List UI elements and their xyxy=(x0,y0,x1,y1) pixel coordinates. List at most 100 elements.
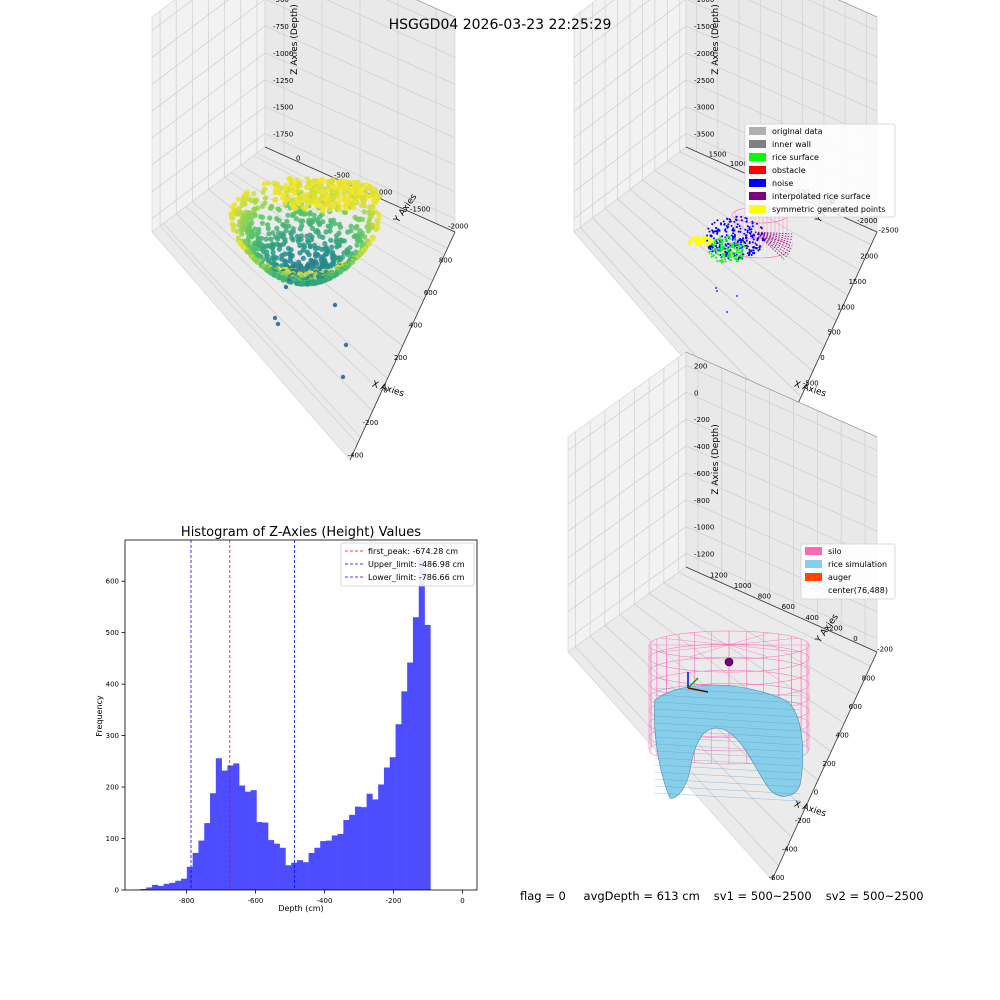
rice-surface-point xyxy=(720,261,723,264)
noise-point xyxy=(715,245,717,247)
data-point xyxy=(353,194,359,200)
noise-point xyxy=(736,241,739,244)
noise-point xyxy=(729,249,732,252)
noise-point xyxy=(750,249,753,252)
data-point xyxy=(304,281,310,287)
noise-point xyxy=(713,237,715,240)
interpolated-point xyxy=(754,231,785,260)
rice-surface-point xyxy=(713,248,716,251)
z-tick-label: -1000 xyxy=(694,0,714,4)
noise-point xyxy=(752,249,755,252)
legend-swatch xyxy=(805,586,822,594)
data-point xyxy=(270,245,276,251)
data-point xyxy=(342,203,348,209)
noise-point xyxy=(748,241,751,243)
noise-point xyxy=(708,230,711,233)
data-point xyxy=(373,227,379,233)
z-axis-label: Z Axies (Depth) xyxy=(711,424,721,495)
figure-title: HSGGD04 2026-03-23 22:25:29 xyxy=(388,17,612,33)
y-tick-label: -2500 xyxy=(878,226,898,234)
y-tick-label: -1500 xyxy=(410,206,430,214)
legend-label: interpolated rice surface xyxy=(772,192,870,201)
interpolated-point xyxy=(754,231,794,241)
grid-line xyxy=(192,201,388,379)
data-point xyxy=(284,218,290,224)
rice-mesh xyxy=(654,743,801,753)
noise-point xyxy=(738,225,741,227)
data-point xyxy=(334,193,340,199)
data-point xyxy=(268,236,274,242)
x-axis-line xyxy=(349,231,456,461)
silo-line xyxy=(728,632,770,646)
histogram-bar xyxy=(407,662,414,890)
data-point xyxy=(334,244,340,250)
noise-point xyxy=(716,246,718,249)
noise-point xyxy=(712,231,715,234)
data-point xyxy=(369,237,375,243)
data-point xyxy=(375,211,381,217)
interpolated-point xyxy=(754,231,793,247)
noise-point xyxy=(721,235,724,238)
y-tick-label: 200 xyxy=(106,784,119,792)
rice-mesh xyxy=(654,701,801,711)
grid-line xyxy=(151,106,456,193)
data-point xyxy=(272,197,278,203)
y-tick-label: -2000 xyxy=(448,223,468,231)
rice-surface-point xyxy=(726,235,729,238)
data-point xyxy=(289,188,295,194)
rice-surface-point xyxy=(720,246,723,249)
rice-surface-point xyxy=(721,240,724,243)
z-tick-label: -500 xyxy=(273,0,289,4)
data-point xyxy=(348,223,354,229)
rice-surface-point xyxy=(729,253,731,255)
data-point xyxy=(263,236,269,242)
histogram-bar xyxy=(181,878,188,890)
data-point xyxy=(356,217,362,223)
rice-surface-point xyxy=(712,254,715,257)
noise-point xyxy=(743,232,746,235)
rice-surface-point xyxy=(728,235,731,238)
noise-point xyxy=(737,258,740,261)
noise-point xyxy=(748,232,751,235)
noise-point xyxy=(738,256,741,259)
data-point xyxy=(261,181,267,187)
rice-surface-point xyxy=(711,248,713,251)
silo-line xyxy=(728,644,799,653)
symmetric-point xyxy=(687,241,691,245)
rice-mesh xyxy=(654,778,801,788)
y-tick-label: 1000 xyxy=(734,582,752,590)
noise-point xyxy=(729,218,732,221)
x-tick-label: 0 xyxy=(460,897,464,905)
x-tick-label: -600 xyxy=(769,874,785,882)
z-tick-label: -400 xyxy=(694,443,710,451)
interpolated-point xyxy=(754,231,787,258)
rice-surface-point xyxy=(740,245,743,248)
histogram-bar xyxy=(157,885,164,890)
data-point xyxy=(335,179,341,185)
noise-point xyxy=(748,248,751,251)
noise-point xyxy=(739,227,742,230)
rice-surface-point xyxy=(725,247,728,250)
noise-point xyxy=(756,222,758,225)
rice-surface-point xyxy=(732,255,735,258)
data-point xyxy=(363,187,369,193)
noise-point xyxy=(725,230,728,233)
rice-surface-point xyxy=(725,238,728,241)
noise-point xyxy=(760,227,763,230)
noise-point xyxy=(752,246,755,249)
rice-surface-point xyxy=(730,256,733,259)
x-tick-label: -400 xyxy=(317,897,333,905)
chart-title: Histogram of Z-Axies (Height) Values xyxy=(181,525,421,540)
symmetric-point xyxy=(694,236,698,240)
x-tick-label: 600 xyxy=(849,703,862,711)
noise-point xyxy=(751,225,754,228)
histogram-bar xyxy=(204,823,211,890)
noise-point xyxy=(715,287,717,289)
rice-surface-point xyxy=(735,255,738,258)
z-tick-label: -2000 xyxy=(694,50,714,58)
noise-point xyxy=(715,226,718,229)
histogram-bar xyxy=(146,887,153,890)
grid-line xyxy=(175,213,373,412)
data-point xyxy=(239,231,245,237)
data-point xyxy=(285,212,291,218)
